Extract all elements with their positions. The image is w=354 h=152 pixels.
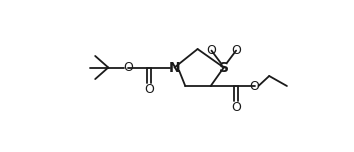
Text: O: O [250, 79, 259, 93]
Text: O: O [206, 44, 216, 57]
Text: O: O [231, 101, 241, 114]
Text: O: O [123, 61, 133, 74]
Text: S: S [219, 60, 229, 74]
Text: O: O [144, 83, 154, 96]
Text: O: O [231, 44, 241, 57]
Text: N: N [169, 60, 180, 74]
